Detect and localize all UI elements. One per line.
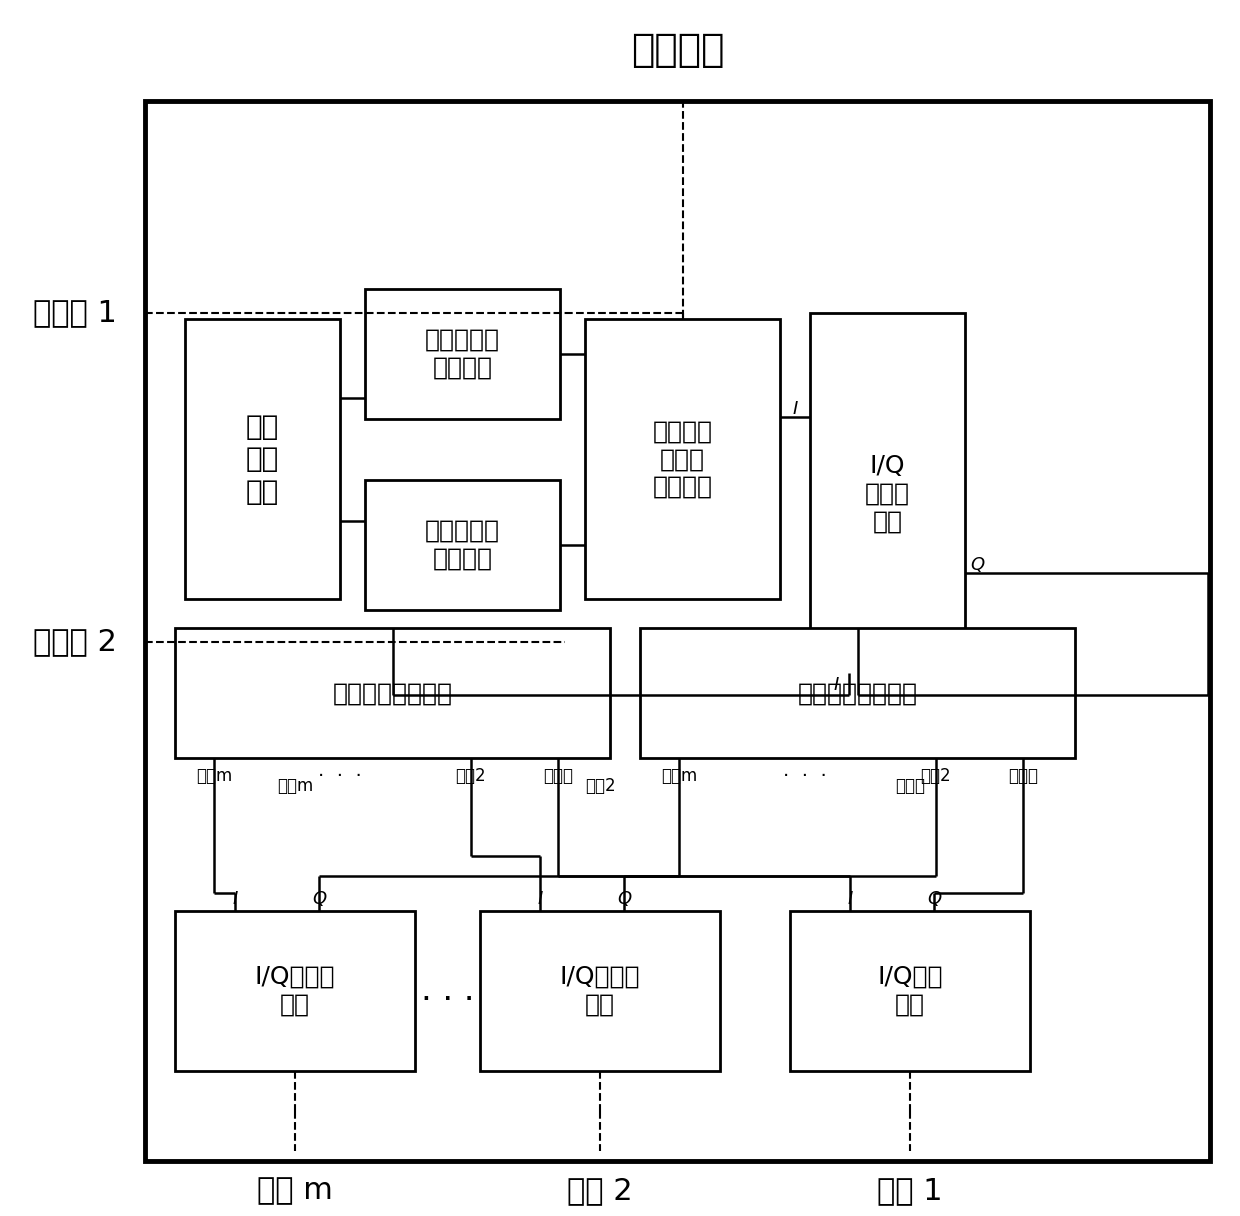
Text: 通道m: 通道m	[661, 767, 697, 786]
Text: 并行光滤波器模块: 并行光滤波器模块	[797, 681, 918, 705]
Text: I/Q电耦合
模块: I/Q电耦合 模块	[254, 966, 335, 1017]
Bar	[185, 319, 340, 599]
Text: Q: Q	[970, 556, 985, 574]
Bar	[810, 314, 965, 674]
Bar	[640, 629, 1075, 759]
Text: I/Q
光混合
模块: I/Q 光混合 模块	[866, 454, 910, 533]
Text: I/Q电耦合
模块: I/Q电耦合 模块	[559, 966, 640, 1017]
Text: 通道 1: 通道 1	[877, 1177, 942, 1205]
Text: I/Q电耦
模块: I/Q电耦 模块	[877, 966, 942, 1017]
Text: 电信号源: 电信号源	[631, 30, 724, 69]
Text: 通道１: 通道１	[895, 777, 925, 795]
Text: Q: Q	[618, 890, 631, 908]
Bar	[480, 911, 720, 1071]
Text: 通道2: 通道2	[920, 767, 951, 786]
Text: . . .: . . .	[420, 974, 474, 1008]
Text: 通道m: 通道m	[277, 777, 314, 795]
Text: 抑制载波
单边带
调制模块: 抑制载波 单边带 调制模块	[652, 420, 713, 499]
Text: ·  ·  ·: · · ·	[784, 767, 827, 786]
Text: 射频源 1: 射频源 1	[33, 298, 117, 327]
Text: 通道m: 通道m	[196, 767, 232, 786]
Text: 射频源 2: 射频源 2	[33, 627, 117, 657]
Text: 通道１: 通道１	[1008, 767, 1038, 786]
Bar	[145, 101, 1210, 1161]
Text: Q: Q	[312, 890, 326, 908]
Text: 通道 2: 通道 2	[567, 1177, 632, 1205]
Text: Q: Q	[928, 890, 941, 908]
Text: I: I	[537, 890, 543, 908]
Text: 光学频率梳
产生模块: 光学频率梳 产生模块	[425, 328, 500, 379]
Bar	[585, 319, 780, 599]
Text: I: I	[792, 400, 799, 418]
Text: I: I	[833, 676, 838, 694]
Bar	[175, 911, 415, 1071]
Text: 通道１: 通道１	[543, 767, 573, 786]
Text: 通道 m: 通道 m	[257, 1177, 332, 1205]
Text: 光学频率梳
产生模块: 光学频率梳 产生模块	[425, 519, 500, 570]
Bar	[790, 911, 1030, 1071]
Text: I: I	[232, 890, 238, 908]
Text: 并行光滤波器模块: 并行光滤波器模块	[332, 681, 453, 705]
Bar	[365, 480, 560, 609]
Text: ·  ·  ·: · · ·	[319, 767, 362, 786]
Bar	[175, 629, 610, 759]
Text: I: I	[847, 890, 853, 908]
Bar	[365, 289, 560, 420]
Text: 激光
产生
模块: 激光 产生 模块	[246, 412, 279, 506]
Text: 通道2: 通道2	[585, 777, 615, 795]
Text: 通道2: 通道2	[455, 767, 486, 786]
